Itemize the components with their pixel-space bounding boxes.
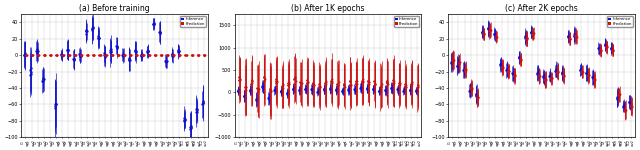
- Legend: Inference, Prediction: Inference, Prediction: [180, 16, 206, 27]
- Title: (b) After 1K epochs: (b) After 1K epochs: [291, 4, 365, 13]
- Legend: Inference, Prediction: Inference, Prediction: [607, 16, 633, 27]
- Title: (c) After 2K epochs: (c) After 2K epochs: [505, 4, 578, 13]
- Legend: Inference, Prediction: Inference, Prediction: [394, 16, 419, 27]
- Title: (a) Before training: (a) Before training: [79, 4, 150, 13]
